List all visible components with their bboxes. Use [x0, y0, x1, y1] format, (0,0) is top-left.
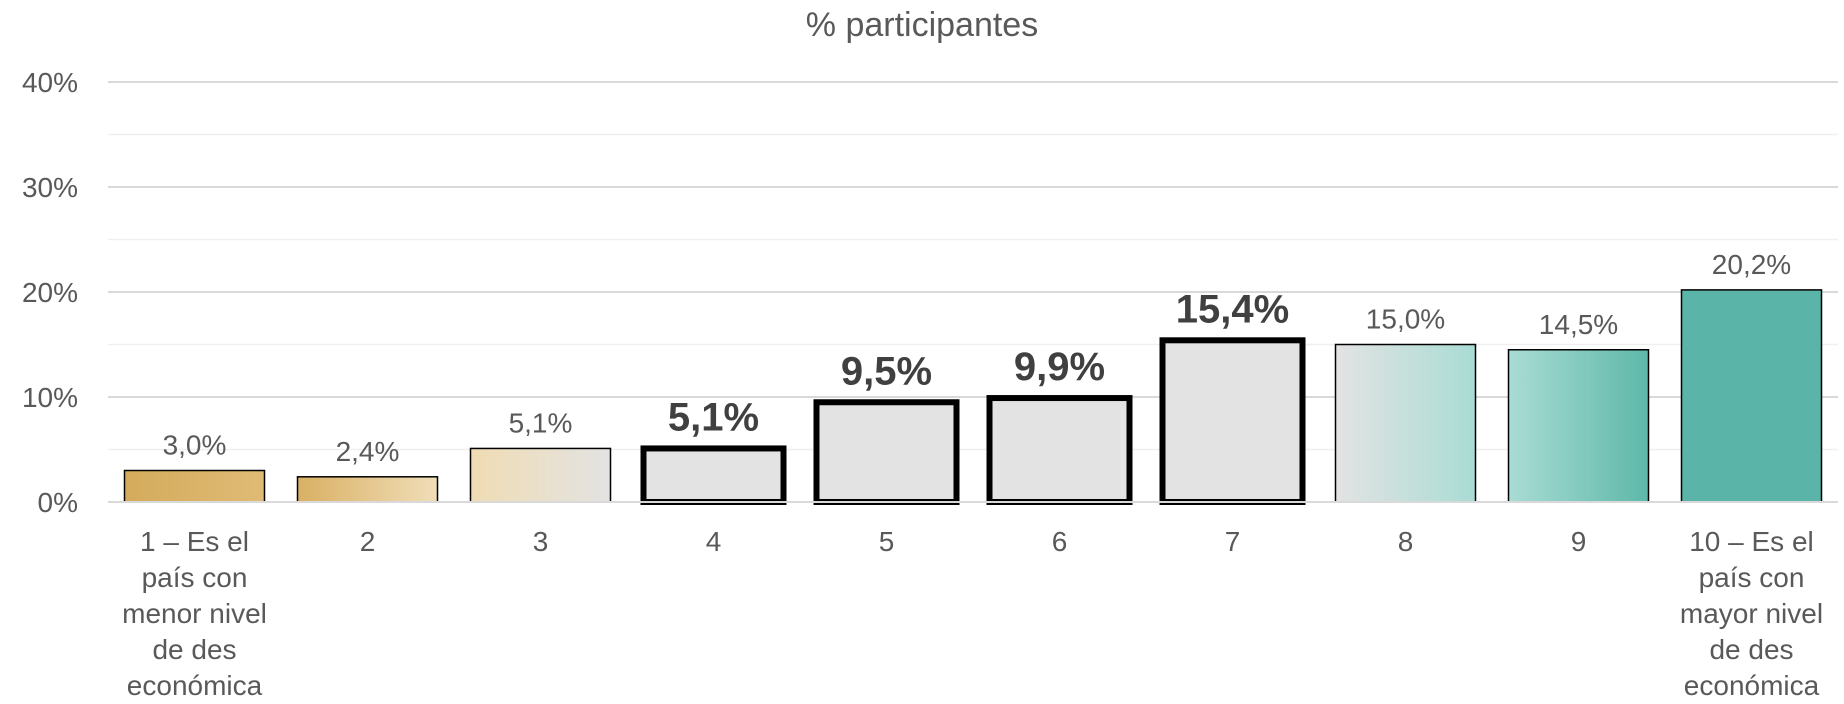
data-label-2: 2,4%: [336, 436, 400, 467]
x-tick-label-line: económica: [126, 670, 263, 701]
x-tick-label-line: mayor nivel: [1679, 598, 1824, 629]
x-tick-label-line: 2: [359, 526, 376, 557]
x-tick-label-10: 10 – Es el país con mayor nivel de des econó…: [1667, 524, 1837, 704]
data-label-6: 9,9%: [1014, 345, 1105, 389]
x-tick-label-line: 6: [1051, 526, 1068, 557]
bar-7: [1159, 337, 1306, 505]
x-tick-label-line: 7: [1224, 526, 1241, 557]
data-label-3: 5,1%: [509, 407, 573, 438]
data-label-5: 9,5%: [841, 349, 932, 393]
x-tick-label-line: menor nivel: [122, 598, 267, 629]
x-tick-label-7: 7: [1148, 524, 1318, 560]
x-tick-label-line: de des: [152, 634, 237, 665]
x-tick-label-line: 8: [1397, 526, 1414, 557]
x-tick-label-line: económica: [1683, 670, 1820, 701]
y-tick-label: 10%: [22, 382, 78, 413]
x-tick-label-line: 10 – Es el: [1689, 526, 1814, 557]
x-tick-label-line: de des: [1709, 634, 1794, 665]
bar-2: [296, 476, 439, 503]
bar-6: [986, 395, 1133, 505]
x-tick-label-2: 2: [283, 524, 453, 560]
x-tick-label-line: 5: [878, 526, 895, 557]
x-tick-label-8: 8: [1321, 524, 1491, 560]
bar-5: [813, 399, 960, 505]
x-tick-label-line: 9: [1570, 526, 1587, 557]
bar-9: [1507, 349, 1650, 503]
bar-8: [1334, 343, 1477, 503]
x-tick-label-6: 6: [975, 524, 1145, 560]
data-label-8: 15,0%: [1366, 304, 1445, 335]
y-tick-label: 30%: [22, 172, 78, 203]
x-tick-label-3: 3: [456, 524, 626, 560]
x-tick-label-5: 5: [802, 524, 972, 560]
x-tick-label-line: 3: [532, 526, 549, 557]
y-tick-label: 0%: [38, 487, 78, 518]
chart-title: % participantes: [805, 6, 1039, 44]
x-tick-label-line: país con: [1698, 562, 1805, 593]
bar-4: [640, 445, 787, 506]
x-tick-label-line: 1 – Es el: [140, 526, 249, 557]
x-tick-label-9: 9: [1494, 524, 1664, 560]
x-tick-label-4: 4: [629, 524, 799, 560]
data-label-7: 15,4%: [1176, 287, 1289, 331]
data-label-1: 3,0%: [163, 430, 227, 461]
data-label-4: 5,1%: [668, 395, 759, 439]
bar-1: [123, 469, 266, 503]
y-tick-label: 20%: [22, 277, 78, 308]
x-tick-label-line: 4: [705, 526, 722, 557]
data-label-9: 14,5%: [1539, 309, 1618, 340]
x-tick-label-1: 1 – Es el país con menor nivel de des económ…: [110, 524, 280, 704]
bar-10: [1680, 289, 1823, 503]
data-label-10: 20,2%: [1712, 249, 1791, 280]
y-tick-label: 40%: [22, 67, 78, 98]
bar-3: [469, 447, 612, 503]
x-tick-label-line: país con: [141, 562, 248, 593]
